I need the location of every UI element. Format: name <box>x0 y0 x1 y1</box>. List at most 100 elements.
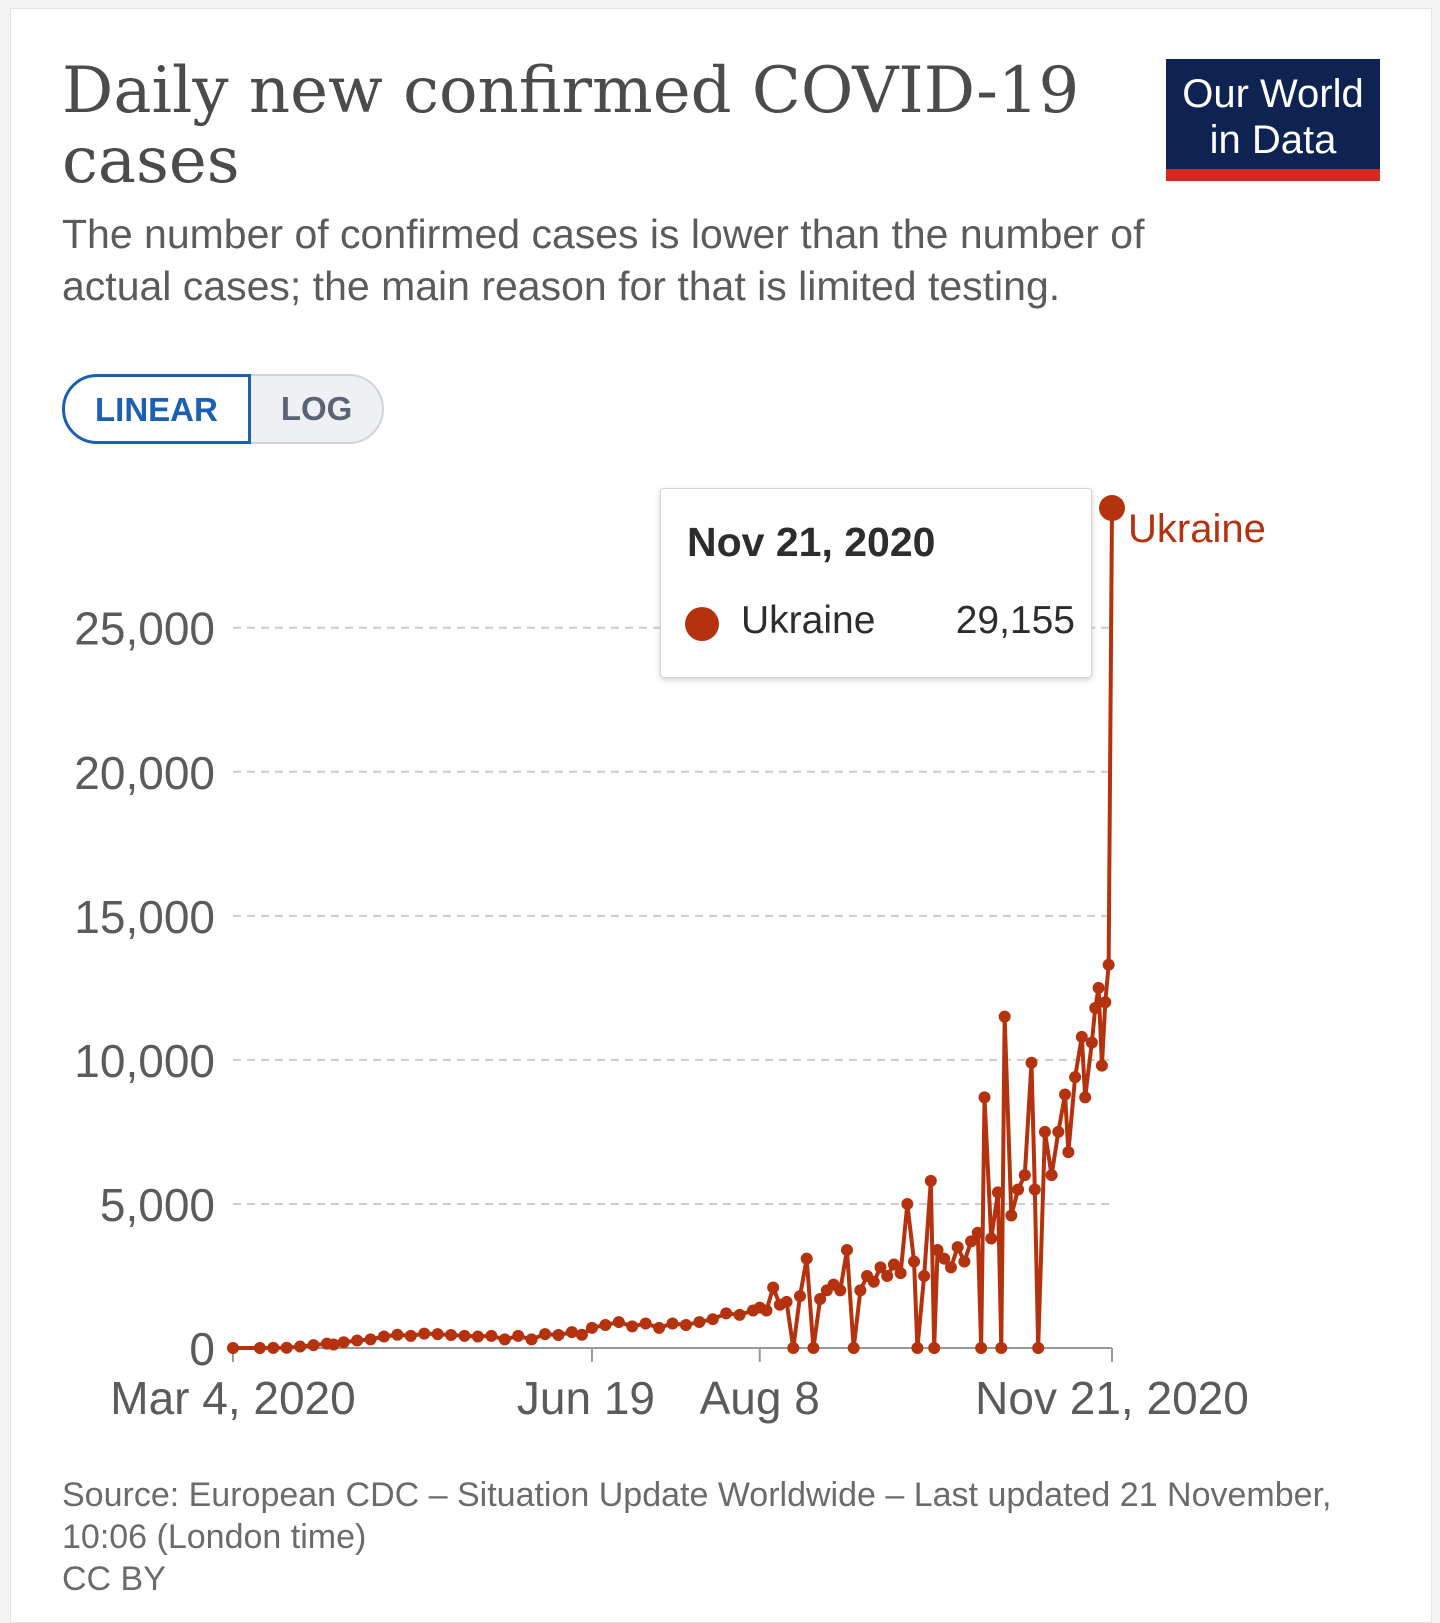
data-point <box>760 1304 773 1317</box>
data-point <box>307 1339 320 1352</box>
y-tick-label: 25,000 <box>74 603 215 655</box>
data-point <box>787 1342 800 1354</box>
data-point <box>998 1010 1011 1023</box>
data-point <box>854 1284 867 1297</box>
data-point <box>364 1333 377 1346</box>
data-point <box>985 1232 998 1245</box>
data-point <box>874 1261 887 1274</box>
data-point <box>793 1290 806 1303</box>
data-point <box>445 1329 458 1342</box>
data-point <box>693 1316 706 1329</box>
data-point <box>1038 1125 1051 1138</box>
data-point <box>391 1328 404 1341</box>
y-tick-label: 0 <box>189 1323 215 1375</box>
chart-title: Daily new confirmed COVID-19 cases <box>62 54 1080 198</box>
data-point <box>720 1307 733 1320</box>
data-point <box>1062 1146 1075 1159</box>
data-point <box>471 1330 484 1343</box>
data-point <box>881 1269 894 1282</box>
data-point <box>938 1252 951 1265</box>
data-point <box>1028 1183 1041 1196</box>
data-point <box>918 1269 931 1282</box>
data-point <box>911 1342 924 1354</box>
data-point <box>894 1267 907 1280</box>
data-point <box>958 1255 971 1268</box>
tooltip-row: Ukraine 29,155 <box>685 599 1075 645</box>
data-point <box>924 1174 937 1187</box>
data-point <box>1092 981 1105 994</box>
data-point <box>733 1308 746 1321</box>
linear-scale-button[interactable]: LINEAR <box>62 374 251 444</box>
data-point <box>337 1336 350 1349</box>
data-point <box>1018 1169 1031 1182</box>
data-point <box>1059 1088 1072 1101</box>
data-point <box>908 1255 921 1268</box>
data-point <box>1025 1056 1038 1069</box>
logo-line-1: Our World <box>1182 72 1364 116</box>
data-point <box>327 1338 340 1351</box>
x-tick-label: Mar 4, 2020 <box>110 1372 355 1424</box>
x-tick-label: Jun 19 <box>517 1372 655 1424</box>
data-point <box>525 1333 538 1346</box>
data-point <box>377 1330 390 1343</box>
data-point <box>800 1252 813 1265</box>
license-link[interactable]: CC BY <box>62 1560 166 1598</box>
data-point <box>995 1342 1008 1354</box>
data-point <box>971 1226 984 1239</box>
data-point <box>780 1295 793 1308</box>
scale-toggle: LINEAR LOG <box>62 374 385 444</box>
tooltip-value: 29,155 <box>955 599 1075 642</box>
data-point <box>498 1333 511 1346</box>
data-point <box>834 1284 847 1297</box>
data-point <box>653 1321 666 1334</box>
data-point <box>267 1341 280 1354</box>
data-point <box>840 1244 853 1257</box>
tooltip-date: Nov 21, 2020 <box>687 519 936 565</box>
x-tick-label: Nov 21, 2020 <box>975 1372 1249 1424</box>
data-point <box>294 1340 307 1353</box>
data-point <box>280 1341 293 1354</box>
data-point <box>585 1321 598 1334</box>
data-point <box>626 1320 639 1333</box>
data-point <box>458 1329 471 1342</box>
data-point <box>599 1318 612 1331</box>
data-point <box>978 1091 991 1104</box>
data-point <box>928 1342 941 1354</box>
log-scale-button[interactable]: LOG <box>250 374 385 444</box>
data-point <box>767 1281 780 1294</box>
data-point <box>612 1316 625 1329</box>
data-point <box>552 1329 565 1342</box>
data-point <box>1012 1183 1025 1196</box>
data-point <box>951 1241 964 1254</box>
data-point <box>418 1327 431 1340</box>
highlighted-data-point <box>1099 495 1125 521</box>
y-tick-label: 5,000 <box>100 1179 215 1231</box>
source-note: Source: European CDC – Situation Update … <box>62 1476 1341 1556</box>
data-point <box>1005 1209 1018 1222</box>
data-point <box>814 1293 827 1306</box>
data-point <box>1052 1125 1065 1138</box>
data-point <box>867 1275 880 1288</box>
data-point <box>807 1342 820 1354</box>
data-point <box>1085 1036 1098 1049</box>
data-point <box>1095 1059 1108 1072</box>
x-tick-label: Aug 8 <box>700 1372 820 1424</box>
data-point <box>539 1328 552 1341</box>
tooltip-series-dot <box>685 607 719 641</box>
y-tick-label: 20,000 <box>74 747 215 799</box>
data-point <box>1069 1071 1082 1084</box>
data-point <box>431 1328 444 1341</box>
data-point <box>679 1318 692 1331</box>
data-point <box>1099 996 1112 1009</box>
our-world-in-data-logo[interactable]: Our World in Data <box>1166 59 1380 181</box>
data-point <box>1079 1091 1092 1104</box>
data-point <box>1102 958 1115 971</box>
data-point <box>1089 1002 1102 1015</box>
data-point <box>253 1341 266 1354</box>
logo-line-2: in Data <box>1209 118 1337 162</box>
data-point <box>1075 1030 1088 1043</box>
data-point <box>639 1317 652 1330</box>
hover-tooltip: Nov 21, 2020 Ukraine 29,155 <box>660 488 1092 678</box>
data-point <box>887 1258 900 1271</box>
